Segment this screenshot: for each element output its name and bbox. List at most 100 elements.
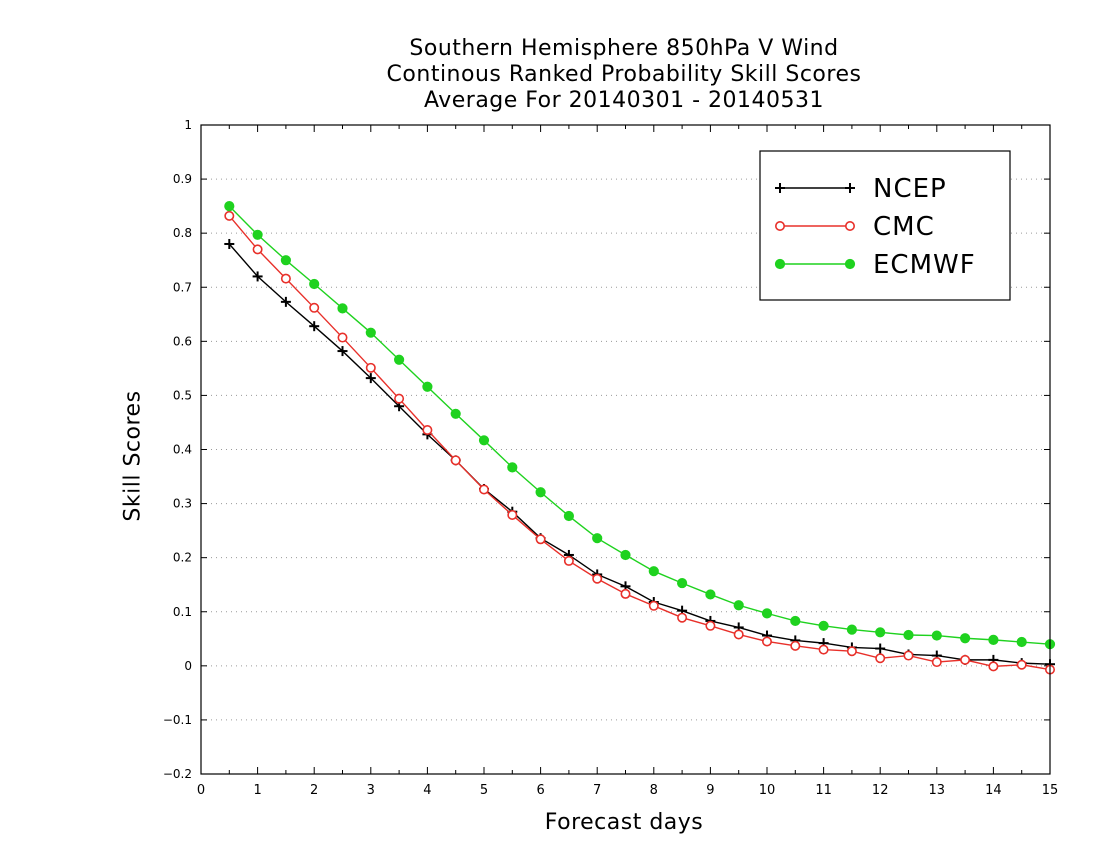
legend-item-cmc: CMC bbox=[774, 212, 935, 242]
ncep-point bbox=[365, 373, 376, 384]
y-tick-label: 0.3 bbox=[173, 497, 192, 511]
cmc-point bbox=[818, 644, 829, 655]
plot-frame bbox=[200, 124, 1051, 775]
ncep-point bbox=[280, 296, 291, 307]
ecmwf-point bbox=[846, 624, 858, 635]
ecmwf-point bbox=[903, 629, 914, 641]
ecmwf-point bbox=[422, 381, 433, 392]
y-tick-label: 0.4 bbox=[173, 443, 192, 457]
ecmwf-point bbox=[988, 634, 999, 645]
y-axis-label: Skill Scores bbox=[120, 390, 146, 522]
ncep-point bbox=[252, 271, 263, 282]
cmc-point bbox=[592, 573, 603, 584]
x-tick-label: 15 bbox=[1042, 783, 1059, 798]
x-tick-label: 13 bbox=[929, 783, 946, 798]
ecmwf-point bbox=[875, 627, 886, 638]
cmc-point bbox=[535, 534, 546, 545]
ecmwf-point bbox=[677, 577, 688, 589]
y-tick-label: 0 bbox=[184, 659, 192, 673]
x-tick-label: 1 bbox=[253, 783, 261, 798]
cmc-point bbox=[365, 362, 376, 373]
y-tick-label: 1 bbox=[184, 118, 192, 132]
series-cmc bbox=[224, 210, 1056, 675]
ecmwf-point bbox=[705, 589, 716, 600]
legend-label: NCEP bbox=[873, 174, 947, 204]
y-tick-label: 0.5 bbox=[173, 388, 192, 402]
cmc-point bbox=[903, 650, 914, 661]
cmc-point bbox=[790, 640, 801, 651]
x-tick-label: 10 bbox=[759, 783, 776, 798]
ecmwf-point bbox=[761, 608, 773, 619]
legend-marker bbox=[844, 258, 856, 270]
legend-label: CMC bbox=[873, 212, 935, 242]
legend-label: ECMWF bbox=[873, 250, 976, 280]
cmc-point bbox=[761, 636, 772, 647]
x-tick-label: 11 bbox=[815, 783, 832, 798]
legend-marker bbox=[774, 258, 786, 270]
x-tick-label: 0 bbox=[197, 783, 205, 798]
y-tick-label: 0.6 bbox=[173, 334, 192, 348]
ncep-point bbox=[224, 238, 235, 249]
y-tick-label: 0.1 bbox=[173, 605, 192, 619]
cmc-point bbox=[931, 657, 942, 668]
ecmwf-point bbox=[224, 201, 235, 212]
ecmwf-point bbox=[478, 435, 490, 446]
ecmwf-point bbox=[365, 327, 376, 338]
ecmwf-point bbox=[620, 549, 631, 561]
ecmwf-point bbox=[648, 566, 659, 577]
ecmwf-point bbox=[790, 615, 801, 627]
x-tick-label: 6 bbox=[536, 783, 544, 798]
y-tick-label: 0.8 bbox=[173, 226, 192, 240]
ecmwf-point bbox=[592, 533, 603, 544]
ecmwf-point bbox=[280, 255, 291, 266]
cmc-point bbox=[563, 555, 574, 566]
cmc-point bbox=[875, 653, 886, 664]
chart-title-line-1: Southern Hemisphere 850hPa V Wind bbox=[409, 36, 839, 61]
cmc-point bbox=[677, 612, 688, 623]
x-tick-label: 5 bbox=[480, 783, 488, 798]
legend-item-ecmwf: ECMWF bbox=[774, 250, 976, 280]
x-tick-label: 7 bbox=[593, 783, 601, 798]
ecmwf-point bbox=[733, 600, 744, 611]
ncep-line bbox=[228, 243, 1051, 665]
ecmwf-point bbox=[960, 633, 971, 644]
cmc-point bbox=[846, 646, 857, 657]
legend: NCEP CMC ECMWF bbox=[759, 150, 1011, 301]
ecmwf-point bbox=[394, 354, 405, 365]
ecmwf-point bbox=[309, 278, 320, 290]
ecmwf-point bbox=[535, 487, 546, 498]
ecmwf-point bbox=[1016, 636, 1027, 648]
ecmwf-point bbox=[931, 630, 942, 641]
series-ecmwf bbox=[224, 201, 1056, 650]
x-tick-label: 9 bbox=[706, 783, 714, 798]
x-tick-label: 3 bbox=[367, 783, 375, 798]
legend-marker bbox=[844, 221, 855, 232]
chart-title-line-3: Average For 20140301 - 20140531 bbox=[423, 88, 825, 113]
cmc-point bbox=[648, 600, 659, 611]
cmc-point bbox=[507, 509, 518, 520]
series-ncep bbox=[224, 238, 1055, 670]
ecmwf-point bbox=[252, 229, 263, 240]
cmc-point bbox=[620, 588, 631, 599]
x-tick-label: 4 bbox=[423, 783, 431, 798]
ecmwf-point bbox=[563, 510, 575, 522]
cmc-point bbox=[1016, 659, 1027, 670]
ncep-point bbox=[875, 643, 886, 654]
cmc-point bbox=[337, 332, 348, 343]
chart-title-line-2: Continous Ranked Probability Skill Score… bbox=[386, 62, 862, 87]
cmc-point bbox=[960, 654, 971, 665]
cmc-point bbox=[394, 393, 405, 404]
y-tick-label: 0.9 bbox=[173, 172, 192, 186]
legend-item-ncep: NCEP bbox=[775, 174, 947, 204]
y-tick-label: 0.2 bbox=[173, 551, 192, 565]
cmc-point bbox=[450, 455, 461, 466]
ecmwf-point bbox=[450, 408, 461, 419]
x-axis-label: Forecast days bbox=[544, 810, 704, 835]
cmc-point bbox=[478, 484, 489, 495]
ncep-point bbox=[337, 346, 348, 357]
cmc-point bbox=[988, 661, 999, 672]
cmc-point bbox=[224, 210, 235, 221]
y-tick-label: −0.1 bbox=[163, 713, 192, 727]
ncep-point bbox=[309, 321, 320, 332]
